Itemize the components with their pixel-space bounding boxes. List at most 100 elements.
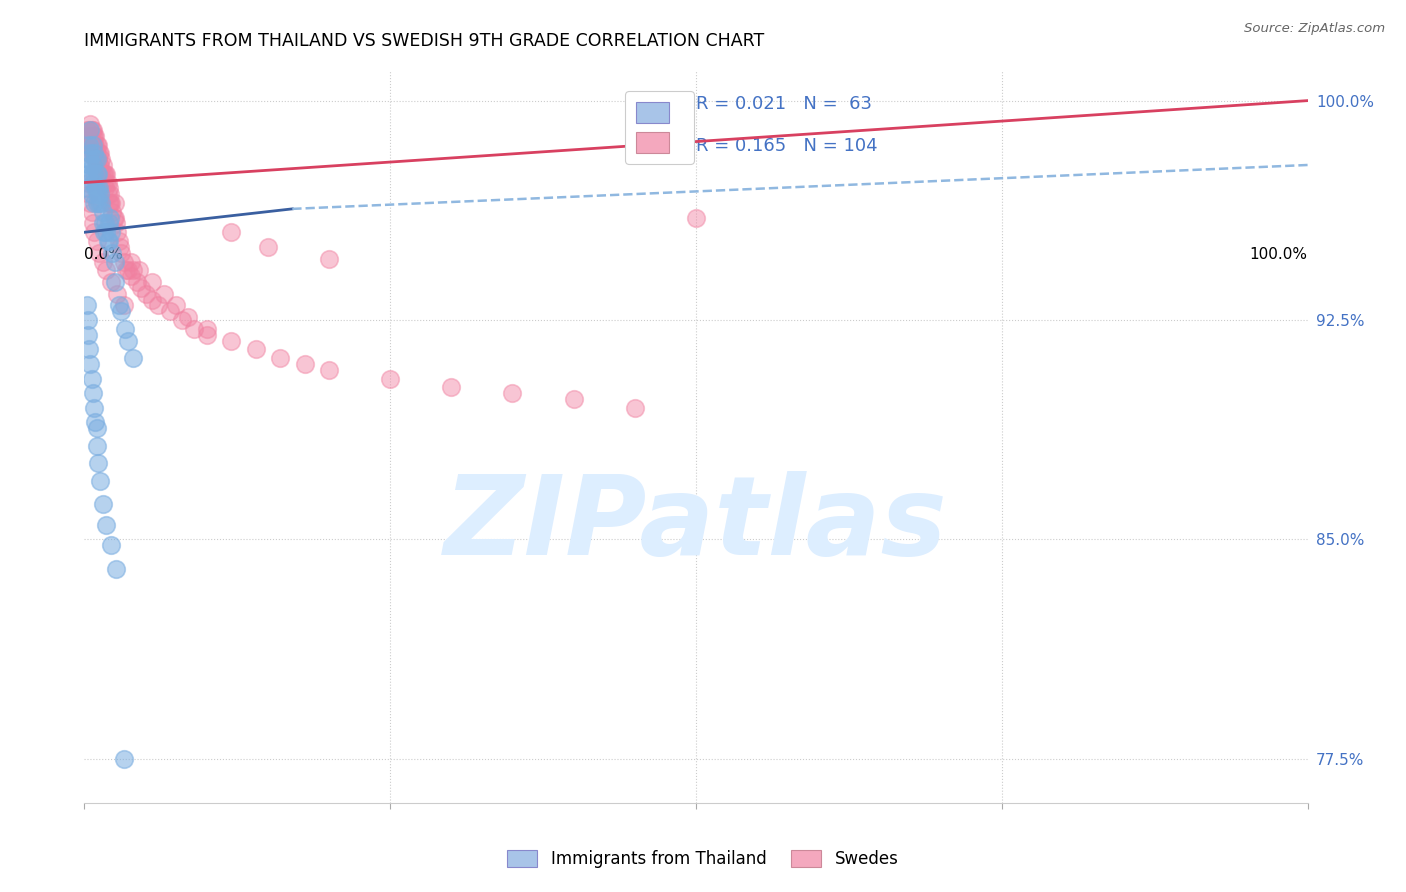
Point: [129, 281, 152, 295]
Point: [107, 298, 129, 312]
Point: [83, 167, 105, 181]
Point: [318, 252, 340, 266]
Point: [77, 176, 100, 190]
Point: [82, 137, 104, 152]
Point: [153, 286, 176, 301]
Point: [101, 245, 124, 260]
Point: [96, 263, 118, 277]
Point: [80, 371, 103, 385]
Point: [172, 313, 194, 327]
Point: [110, 304, 132, 318]
Point: [86, 146, 108, 161]
Point: [84, 152, 107, 166]
Point: [87, 152, 110, 166]
Point: [219, 225, 242, 239]
Text: 100.0%: 100.0%: [1250, 247, 1308, 262]
Legend: Immigrants from Thailand, Swedes: Immigrants from Thailand, Swedes: [501, 843, 905, 875]
Point: [269, 351, 291, 365]
Point: [77, 152, 100, 166]
Point: [685, 211, 707, 225]
Point: [122, 263, 145, 277]
Point: [107, 234, 129, 248]
Point: [177, 310, 200, 325]
Point: [94, 167, 117, 181]
Point: [79, 146, 101, 161]
Point: [122, 351, 145, 365]
Point: [112, 254, 135, 268]
Text: 0.0%: 0.0%: [84, 247, 124, 262]
Point: [146, 298, 169, 312]
Point: [120, 254, 142, 268]
Point: [89, 158, 111, 172]
Point: [104, 211, 127, 225]
Point: [110, 245, 132, 260]
Point: [96, 517, 118, 532]
Point: [83, 146, 105, 161]
Point: [96, 176, 118, 190]
Point: [83, 225, 105, 239]
Point: [97, 234, 120, 248]
Point: [83, 401, 105, 415]
Point: [80, 167, 103, 181]
Point: [86, 181, 108, 195]
Point: [100, 275, 122, 289]
Point: [83, 137, 105, 152]
Point: [135, 286, 157, 301]
Point: [128, 263, 150, 277]
Point: [97, 181, 120, 195]
Point: [97, 234, 120, 248]
Point: [86, 158, 108, 172]
Point: [86, 137, 108, 152]
Point: [79, 117, 101, 131]
Point: [77, 128, 100, 143]
Point: [101, 204, 124, 219]
Point: [82, 123, 104, 137]
Point: [87, 187, 110, 202]
Point: [87, 196, 110, 211]
Point: [104, 196, 127, 211]
Point: [125, 275, 148, 289]
Point: [80, 137, 103, 152]
Point: [159, 304, 181, 318]
Point: [76, 123, 98, 137]
Point: [79, 137, 101, 152]
Point: [97, 217, 120, 231]
Point: [91, 497, 114, 511]
Text: R = 0.021   N =  63: R = 0.021 N = 63: [696, 95, 872, 113]
Point: [89, 474, 111, 488]
Point: [112, 752, 135, 766]
Point: [77, 167, 100, 181]
Point: [105, 286, 128, 301]
Point: [82, 146, 104, 161]
Point: [82, 217, 104, 231]
Legend: , : ,: [626, 91, 695, 164]
Point: [77, 146, 100, 161]
Point: [76, 298, 98, 312]
Point: [245, 343, 267, 357]
Point: [82, 176, 104, 190]
Point: [83, 196, 105, 211]
Point: [98, 211, 121, 225]
Point: [91, 167, 114, 181]
Point: [93, 167, 115, 181]
Point: [105, 562, 128, 576]
Point: [141, 275, 163, 289]
Point: [83, 128, 105, 143]
Point: [104, 275, 127, 289]
Point: [86, 196, 108, 211]
Point: [79, 357, 101, 371]
Point: [98, 187, 121, 202]
Point: [89, 146, 111, 161]
Point: [502, 386, 524, 401]
Point: [94, 181, 117, 195]
Point: [86, 421, 108, 435]
Point: [77, 137, 100, 152]
Point: [108, 240, 131, 254]
Point: [112, 298, 135, 312]
Point: [90, 152, 112, 166]
Point: [84, 181, 107, 195]
Point: [87, 167, 110, 181]
Point: [115, 263, 138, 277]
Point: [79, 158, 101, 172]
Point: [91, 158, 114, 172]
